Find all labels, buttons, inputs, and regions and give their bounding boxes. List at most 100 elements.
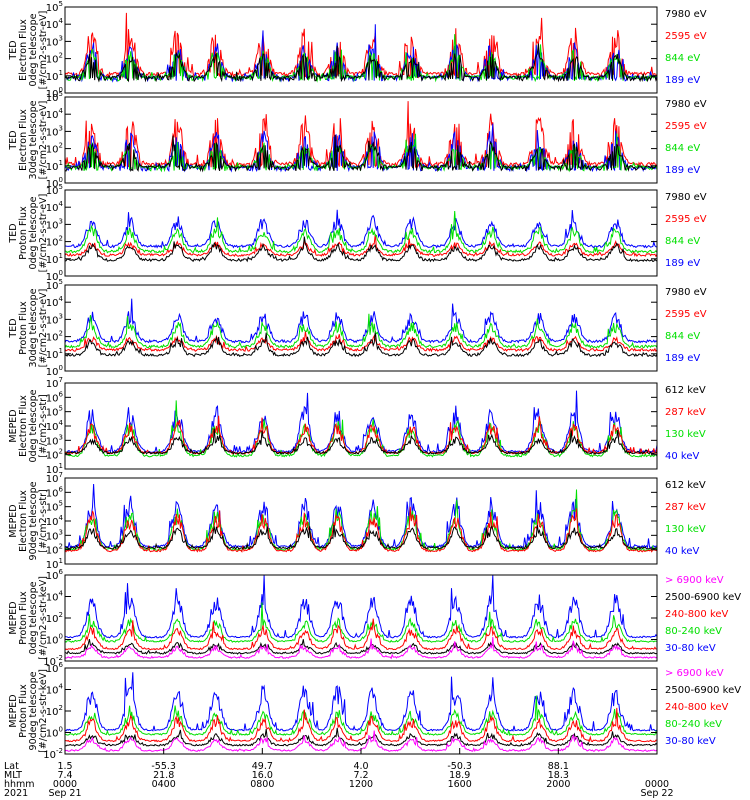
legend-entry: 612 keV [665, 480, 706, 491]
x-axis-row-label: MLT [4, 770, 22, 781]
y-tick-label: 104 [46, 17, 64, 31]
series-black-line [64, 331, 658, 358]
x-tick-label: -55.3 [151, 761, 176, 772]
y-axis-label-line: [#/cm2-s-str-keV] [38, 669, 49, 753]
y-tick-label: 101 [46, 252, 63, 266]
legend-entry: 30-80 keV [665, 736, 716, 747]
y-tick-label: 102 [46, 611, 63, 625]
series-red-line [64, 618, 658, 651]
series-blue-line [64, 483, 658, 549]
y-axis-label-line: Proton Flux [18, 206, 29, 260]
y-axis-label-line: Proton Flux [18, 301, 29, 355]
panel-frame [64, 382, 658, 470]
y-axis-label-line: Electron Flux [18, 19, 29, 81]
series-red-line [64, 506, 658, 553]
series-green-line [64, 210, 658, 255]
series-red-line [64, 12, 658, 80]
series-green-line [64, 602, 658, 643]
y-axis-label-line: [#/cm2-s-str] [38, 489, 49, 552]
y-tick-label: 103 [46, 433, 63, 447]
y-axis-label-line: TED [8, 40, 19, 60]
y-tick-label: 10-2 [43, 747, 63, 761]
legend-entry: 130 keV [665, 524, 706, 535]
y-tick-label: 103 [46, 217, 63, 231]
y-tick-label: 104 [46, 200, 64, 214]
legend-entry: 287 keV [665, 407, 706, 418]
y-axis-label-line: MEPED [8, 409, 19, 442]
y-axis-label-line: TED [8, 130, 19, 150]
y-tick-label: 103 [46, 312, 63, 326]
y-tick-label: 100 [46, 364, 63, 378]
y-axis-label-line: TED [8, 318, 19, 338]
x-tick-label: 4.0 [353, 761, 368, 772]
y-tick-label: 104 [46, 590, 64, 604]
series-black-line [64, 524, 658, 550]
x-tick-label: 1600 [448, 779, 472, 790]
y-axis-label-line: Electron Flux [18, 490, 29, 552]
y-tick-label: 101 [46, 159, 63, 173]
legend-entry: 189 eV [665, 75, 700, 86]
legend-entry: 844 eV [665, 53, 700, 64]
legend-entry: 287 keV [665, 502, 706, 513]
x-axis-row-label: hhmm [4, 779, 35, 790]
y-tick-label: 107 [46, 471, 63, 485]
legend-entry: 2595 eV [665, 309, 707, 320]
y-tick-label: 102 [46, 704, 63, 718]
x-tick-label: 21.8 [153, 770, 174, 781]
y-tick-label: 100 [46, 269, 63, 283]
y-tick-label: 103 [46, 528, 63, 542]
series-red-line [64, 415, 658, 456]
legend-entry: 189 eV [665, 165, 700, 176]
panel-frame [64, 6, 658, 94]
series-green-line [64, 489, 658, 552]
y-tick-label: 104 [46, 514, 64, 528]
legend-entry: 844 eV [665, 143, 700, 154]
y-tick-label: 10-2 [43, 654, 63, 668]
legend-entry: 2500-6900 keV [665, 685, 741, 696]
series-green-line [64, 313, 658, 349]
y-tick-label: 102 [46, 448, 63, 462]
y-tick-label: 101 [46, 347, 63, 361]
y-tick-label: 106 [46, 390, 64, 404]
y-tick-label: 103 [46, 124, 63, 138]
series-black-line [64, 638, 658, 655]
x-tick-label: Sep 22 [640, 788, 673, 799]
y-axis-label-line: 0deg telescope [28, 196, 39, 269]
legend-entry: 189 eV [665, 258, 700, 269]
y-tick-label: 102 [46, 330, 63, 344]
y-axis-label-line: TED [8, 223, 19, 243]
legend-entry: 240-800 keV [665, 702, 729, 713]
y-axis-label-line: 30deg telescope [28, 100, 39, 179]
y-tick-label: 102 [46, 52, 63, 66]
y-axis-label: TED Electron Flux 0deg telescope [#/cm2-s-s… [8, 11, 49, 90]
y-axis-label-line: MEPED [8, 694, 19, 727]
y-axis-label-line: [#/cm2-s-str-eV] [38, 289, 49, 368]
series-black-line [64, 428, 658, 455]
series-black-line [64, 43, 658, 83]
y-tick-label: 106 [46, 485, 64, 499]
x-tick-label: Sep 21 [48, 788, 81, 799]
legend-entry: 7980 eV [665, 9, 707, 20]
legend-entry: 40 keV [665, 451, 699, 462]
y-axis-label: TED Proton Flux 30deg telescope [#/cm2-s-st… [8, 288, 49, 367]
y-axis-label-line: 90deg telescope [28, 671, 39, 750]
y-axis-label-line: 0deg telescope [28, 389, 39, 462]
legend-entry: 844 eV [665, 236, 700, 247]
legend-entry: > 6900 keV [665, 668, 724, 679]
series-red-line [64, 707, 658, 743]
y-axis-label: MEPED Electron Flux 0deg telescope [#/cm2-s… [8, 389, 49, 462]
legend-entry: 7980 eV [665, 192, 707, 203]
series-red-line [64, 101, 658, 170]
x-tick-label: -50.3 [447, 761, 472, 772]
x-tick-label: 1.5 [57, 761, 72, 772]
y-axis-label: TED Electron Flux 30deg telescope [#/cm2-s-… [8, 100, 49, 179]
x-tick-label: 18.3 [548, 770, 569, 781]
y-axis-label-line: 0deg telescope [28, 581, 39, 654]
